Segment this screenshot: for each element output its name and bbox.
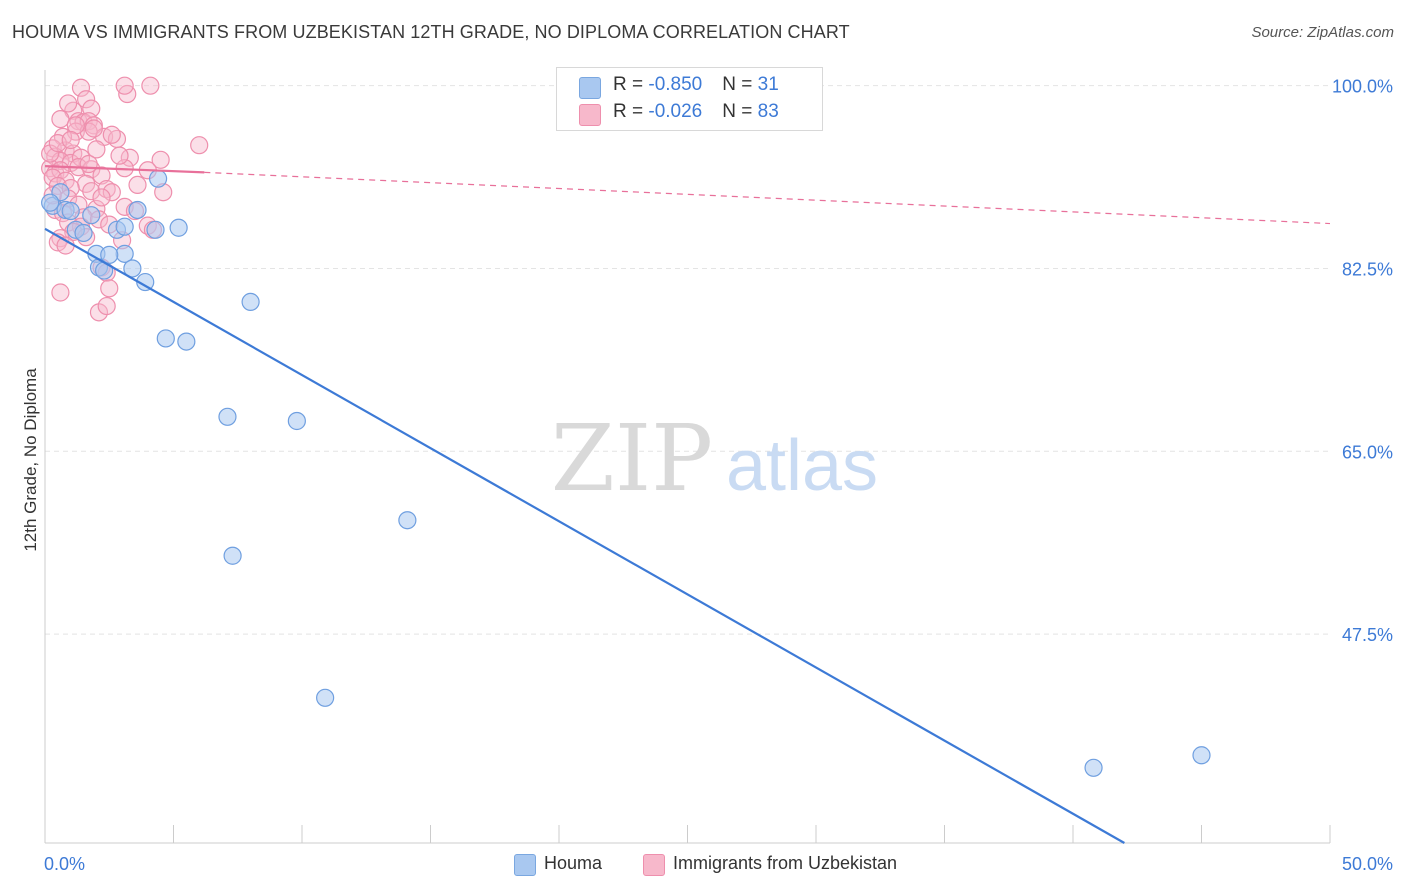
houma-point <box>115 217 134 236</box>
series-legend: Houma Immigrants from Uzbekistan <box>0 852 1406 878</box>
uzbekistan-point <box>71 78 91 97</box>
source-label: Source: ZipAtlas.com <box>1251 24 1394 41</box>
houma-point <box>241 292 260 311</box>
uzbekistan-point <box>51 283 70 302</box>
series-swatch-uzbekistan <box>643 854 665 876</box>
houma-point <box>61 201 80 221</box>
houma-point <box>218 407 237 426</box>
uzbekistan-point <box>77 90 96 109</box>
houma-point <box>156 329 175 348</box>
uzbekistan-point <box>84 119 103 138</box>
x-tick-label: 50.0% <box>1342 854 1393 874</box>
uzbekistan-point <box>61 130 80 150</box>
houma-point <box>1192 746 1211 765</box>
houma-point <box>123 259 142 278</box>
series-swatch-houma <box>514 854 536 876</box>
uzbekistan-point <box>87 140 106 159</box>
chart-title: HOUMA VS IMMIGRANTS FROM UZBEKISTAN 12TH… <box>12 22 850 42</box>
watermark-atlas: atlas <box>726 426 878 506</box>
houma-point <box>169 218 188 237</box>
houma-point <box>100 245 119 264</box>
uzbekistan-point <box>92 166 111 185</box>
x-tick-label: 0.0% <box>44 854 85 874</box>
uzbekistan-point <box>51 109 70 129</box>
houma-point <box>146 220 165 239</box>
uzbekistan-point <box>128 175 147 195</box>
correlation-legend: R = -0.850 N = 31 R = -0.026 N = 83 <box>556 67 823 131</box>
series-label-uzbekistan: Immigrants from Uzbekistan <box>673 853 898 873</box>
houma-point <box>128 200 147 220</box>
uzbekistan-point <box>97 296 116 316</box>
houma-trend-line <box>44 227 1125 844</box>
uzbekistan-trend-line <box>44 165 205 174</box>
series-label-houma: Houma <box>544 853 603 873</box>
y-tick-label: 100.0% <box>1332 77 1393 97</box>
uzbekistan-point <box>102 183 121 202</box>
legend-text-uzbekistan: R = -0.026 N = 83 <box>613 101 779 122</box>
watermark-zip: ZIP <box>551 405 713 512</box>
houma-point <box>287 411 306 431</box>
legend-text-houma: R = -0.850 N = 31 <box>613 74 779 95</box>
uzbekistan-point <box>82 182 101 201</box>
uzbekistan-point <box>59 94 78 113</box>
houma-point <box>177 332 196 351</box>
houma-point <box>316 688 335 707</box>
y-tick-label: 82.5% <box>1342 259 1393 279</box>
uzbekistan-point <box>102 125 121 144</box>
legend-swatch-uzbekistan <box>579 104 601 126</box>
uzbekistan-point <box>92 188 111 207</box>
uzbekistan-point <box>79 154 98 174</box>
houma-point <box>223 546 242 565</box>
houma-point <box>1084 758 1103 777</box>
legend-swatch-houma <box>579 77 601 99</box>
houma-point <box>74 223 93 243</box>
uzbekistan-trend-extension <box>204 171 1331 225</box>
houma-point <box>398 511 417 530</box>
uzbekistan-point <box>115 76 134 95</box>
uzbekistan-point <box>100 279 119 298</box>
houma-point <box>148 169 168 188</box>
houma-point <box>41 193 60 212</box>
uzbekistan-point <box>110 146 129 165</box>
uzbekistan-point <box>141 76 160 95</box>
uzbekistan-point <box>151 150 170 169</box>
uzbekistan-point <box>190 136 209 155</box>
y-tick-label: 65.0% <box>1342 442 1393 462</box>
houma-point <box>82 206 101 225</box>
y-tick-label: 47.5% <box>1342 625 1393 645</box>
